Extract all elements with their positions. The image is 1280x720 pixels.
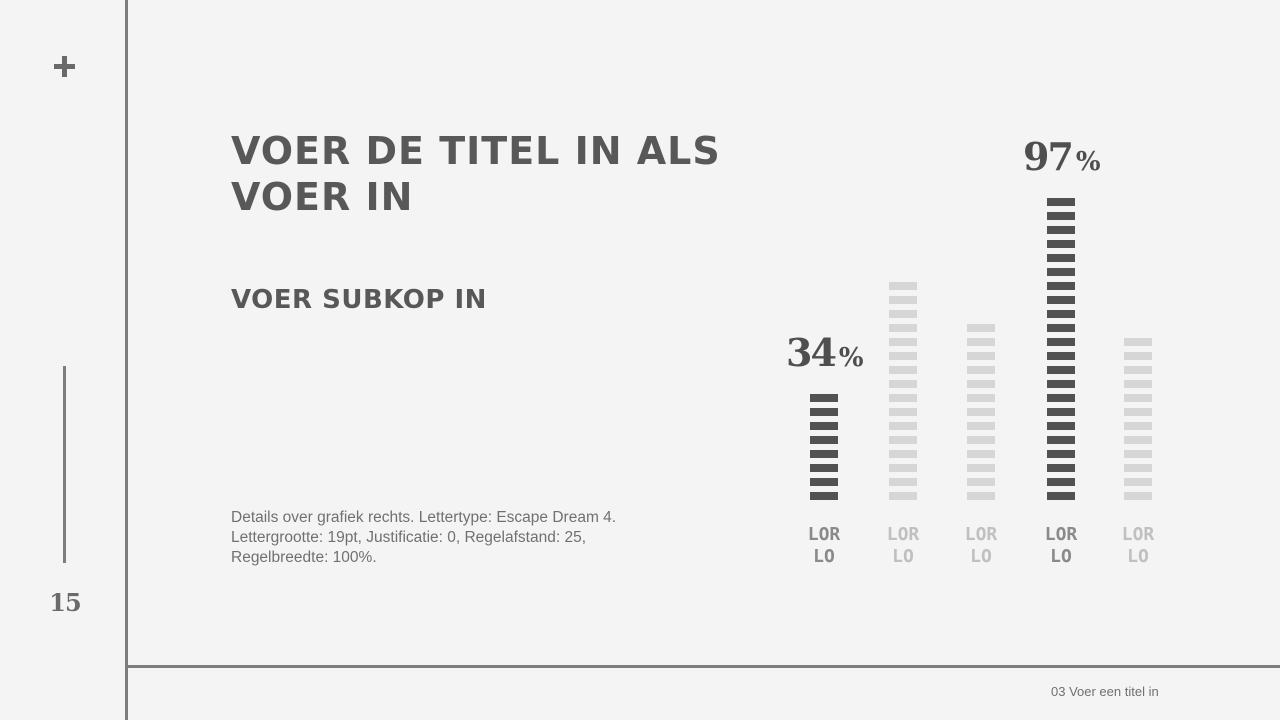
data-label: 34% [786,330,864,375]
bar-segment [967,380,995,388]
bar-segment [1047,338,1075,346]
bar-segment [1124,450,1152,458]
chart-bar [1047,192,1075,500]
bar-segment [967,394,995,402]
chart-bar [1124,332,1152,500]
bar-segment [1047,282,1075,290]
footer-text: 03 Voer een titel in [1051,684,1159,699]
bar-segment [889,464,917,472]
bar-segment [1047,408,1075,416]
category-label: LOR LO [1121,524,1155,567]
bar-segment [1047,240,1075,248]
bar-segment [1124,408,1152,416]
bar-segment [1124,380,1152,388]
bar-segment [1047,254,1075,262]
plus-icon [54,56,75,77]
bar-segment [967,352,995,360]
bar-segment [889,352,917,360]
bar-segment [1124,478,1152,486]
bar-segment [1047,366,1075,374]
bar-segment [1124,464,1152,472]
bar-segment [810,450,838,458]
category-label: LOR LO [1044,524,1078,567]
bar-segment [889,366,917,374]
data-label-value: 97 [1023,134,1074,179]
bar-segment [967,366,995,374]
bar-segment [889,282,917,290]
bar-segment [1047,436,1075,444]
bar-segment [967,450,995,458]
bar-segment [1047,296,1075,304]
bar-segment [1047,268,1075,276]
chart-bar [967,318,995,500]
bar-segment [1124,338,1152,346]
bar-segment [889,492,917,500]
bar-segment [889,324,917,332]
side-divider-line [63,366,66,563]
bar-segment [889,380,917,388]
bar-segment [1047,422,1075,430]
bar-segment [1047,226,1075,234]
data-label-percent: % [838,343,864,373]
bar-segment [1047,380,1075,388]
bar-segment [889,296,917,304]
bar-segment [889,422,917,430]
bar-segment [1124,492,1152,500]
bar-segment [810,478,838,486]
bar-segment [1047,464,1075,472]
data-label: 97% [1023,134,1101,179]
bar-segment [967,492,995,500]
bar-segment [1047,324,1075,332]
category-label: LOR LO [807,524,841,567]
chart-bar [810,388,838,500]
bar-segment [967,422,995,430]
bar-segment [889,394,917,402]
bar-segment [810,464,838,472]
bar-segment [889,338,917,346]
bar-segment [1047,478,1075,486]
chart-details-text: Details over grafiek rechts. Lettertype:… [231,509,617,566]
bar-segment [1047,198,1075,206]
bar-segment [1047,394,1075,402]
slide-subtitle: Voer subkop in [231,285,487,315]
bar-segment [889,478,917,486]
bar-segment [1124,422,1152,430]
bar-segment [889,310,917,318]
frame-vertical-line [125,0,128,720]
bar-segment [810,422,838,430]
bar-segment [967,338,995,346]
frame-horizontal-line [125,665,1280,668]
bar-segment [1124,366,1152,374]
bar-segment [1047,310,1075,318]
chart-bar [889,276,917,500]
slide-title: Voer de titel in als voer in [231,129,721,219]
bar-segment [967,408,995,416]
bar-segment [810,394,838,402]
bar-segment [967,464,995,472]
bar-segment [1047,492,1075,500]
bar-segment [889,450,917,458]
bar-segment [1124,394,1152,402]
bar-segment [810,436,838,444]
bar-segment [967,436,995,444]
category-label: LOR LO [886,524,920,567]
bar-segment [1047,352,1075,360]
bar-segment [889,436,917,444]
bar-segment [1047,212,1075,220]
data-label-value: 34 [786,330,837,375]
bar-segment [1124,352,1152,360]
bar-segment [810,408,838,416]
bar-segment [967,324,995,332]
category-label: LOR LO [964,524,998,567]
bar-segment [810,492,838,500]
bar-segment [1124,436,1152,444]
data-label-percent: % [1075,147,1101,177]
bar-segment [1047,450,1075,458]
bar-segment [889,408,917,416]
page-number: 15 [49,588,81,617]
bar-segment [967,478,995,486]
